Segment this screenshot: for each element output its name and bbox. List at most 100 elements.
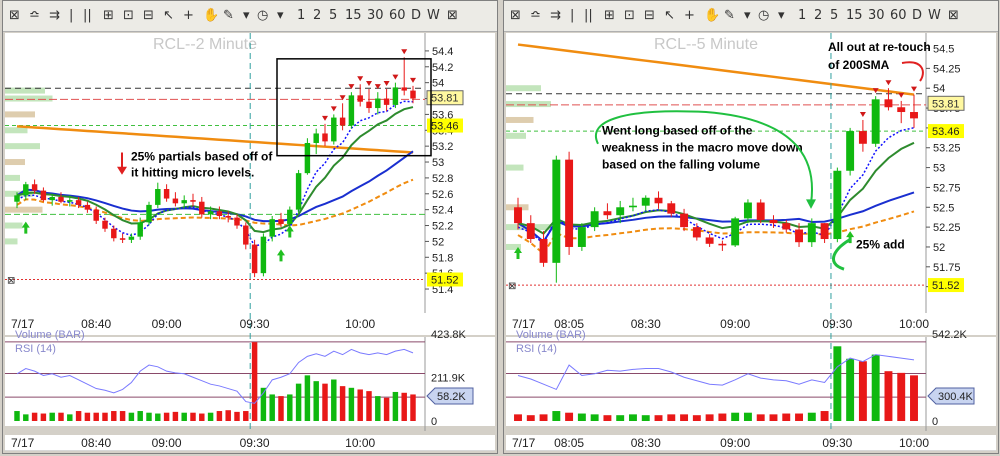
- draw-bars-icon[interactable]: ⇉: [550, 8, 561, 23]
- close-icon[interactable]: ⊠: [948, 8, 959, 23]
- ma-orange-dotted: [16, 178, 414, 227]
- zoom-in-icon[interactable]: ⊞: [103, 8, 114, 23]
- zoom-in-icon[interactable]: ⊞: [604, 8, 615, 23]
- candle-body: [375, 98, 381, 109]
- bar-style-icon[interactable]: ≏: [29, 8, 40, 23]
- chart-title: RCL--2 Minute: [153, 36, 257, 53]
- hand-icon[interactable]: ✋: [704, 8, 721, 23]
- volume-bar: [49, 412, 55, 421]
- crosshair-icon[interactable]: ⊠: [510, 8, 521, 23]
- period-5-button[interactable]: 5: [830, 8, 839, 23]
- period-30-button[interactable]: 30: [367, 8, 384, 23]
- candle-body: [756, 202, 765, 220]
- pencil-icon[interactable]: ✎: [724, 8, 735, 23]
- cursor-icon[interactable]: ↖: [163, 8, 174, 23]
- buy-arrow: [846, 231, 855, 244]
- plus-icon[interactable]: +: [183, 8, 194, 23]
- period-1-button[interactable]: 1: [798, 8, 807, 23]
- close-icon[interactable]: ⊠: [447, 8, 458, 23]
- volume-bar: [552, 411, 561, 421]
- panel-label: RSI (14): [15, 343, 56, 355]
- candle-body: [807, 223, 816, 243]
- y-tick-label: 53.6: [432, 109, 453, 121]
- period-60-button[interactable]: 60: [389, 8, 406, 23]
- volume-tick-label: 211.9K: [431, 373, 466, 385]
- zoom-fit-icon[interactable]: ⊡: [123, 8, 134, 23]
- plus-icon[interactable]: +: [684, 8, 695, 23]
- columns-icon[interactable]: ||: [83, 8, 92, 23]
- volume-bar: [243, 411, 249, 421]
- crosshair-icon[interactable]: ⊠: [9, 8, 20, 23]
- rsi-line: [16, 348, 414, 404]
- period-2-button[interactable]: 2: [313, 8, 322, 23]
- sell-marker: [401, 49, 408, 55]
- zoom-out-icon[interactable]: ⊟: [644, 8, 655, 23]
- volume-profile-bar: [5, 159, 25, 166]
- ma-dotted-line: [16, 100, 414, 247]
- hand-icon[interactable]: ✋: [203, 8, 220, 23]
- draw-bars-icon[interactable]: ⇉: [49, 8, 60, 23]
- period-15-button[interactable]: 15: [345, 8, 362, 23]
- candle-body: [119, 238, 126, 240]
- pencil-icon[interactable]: ✎: [223, 8, 234, 23]
- period-30-button[interactable]: 30: [868, 8, 885, 23]
- volume-bar: [667, 414, 676, 421]
- volume-profile-bar: [5, 174, 20, 181]
- volume-bar: [756, 414, 765, 421]
- annotation-text: All out at re-touch: [828, 40, 931, 54]
- chart-area[interactable]: RCL--2 Minute54.454.25453.853.653.453.25…: [4, 33, 496, 456]
- candle-body: [552, 159, 561, 263]
- cursor-icon[interactable]: ↖: [664, 8, 675, 23]
- bar-style-icon[interactable]: ≏: [530, 8, 541, 23]
- dropdown-icon[interactable]: ▾: [243, 8, 250, 23]
- candle-body: [539, 239, 548, 263]
- candle-body: [111, 228, 117, 239]
- price-chart[interactable]: RCL--2 Minute54.454.25453.853.653.453.25…: [4, 33, 496, 456]
- candle-body: [251, 244, 258, 274]
- price-panel: [506, 33, 996, 313]
- price-label: 51.52: [932, 280, 960, 292]
- dropdown-icon[interactable]: ▾: [744, 8, 751, 23]
- period-2-button[interactable]: 2: [814, 8, 823, 23]
- volume-bar: [731, 412, 740, 421]
- period-15-button[interactable]: 15: [846, 8, 863, 23]
- candle-body: [514, 207, 522, 224]
- period-60-button[interactable]: 60: [890, 8, 907, 23]
- clock-icon[interactable]: ◷: [257, 8, 269, 23]
- volume-bar: [401, 392, 407, 421]
- volume-bar: [539, 414, 548, 421]
- period-w-button[interactable]: W: [928, 8, 941, 23]
- columns-icon[interactable]: ||: [584, 8, 593, 23]
- period-w-button[interactable]: W: [427, 8, 440, 23]
- chart-window-2min: ⊠ ≏ ⇉ | || ⊞ ⊡ ⊟ ↖ + ✋ ✎ ▾ ◷ ▾ 1 2 5 15 30 60 D W ⊠ RCL--2 Minu…: [2, 0, 498, 456]
- volume-bar: [102, 412, 108, 421]
- candle-body: [718, 243, 727, 246]
- candle-body: [322, 133, 328, 142]
- y-tick-label: 51.8: [432, 252, 453, 264]
- sell-marker: [392, 74, 399, 80]
- period-5-button[interactable]: 5: [329, 8, 338, 23]
- period-d-button[interactable]: D: [411, 8, 422, 23]
- chart-area[interactable]: RCL--5 Minute54.554.255453.7553.553.2553…: [505, 33, 997, 456]
- clock-icon[interactable]: ◷: [758, 8, 770, 23]
- price-chart[interactable]: RCL--5 Minute54.554.255453.7553.553.2553…: [505, 33, 997, 456]
- annotation-text: of 200SMA: [828, 58, 890, 72]
- panel-label: Volume (BAR): [516, 329, 586, 341]
- x-tick-label: 09:30: [240, 317, 270, 331]
- volume-bar: [331, 379, 337, 421]
- volume-profile-bar: [5, 143, 40, 150]
- period-1-button[interactable]: 1: [297, 8, 306, 23]
- dropdown-icon[interactable]: ▾: [277, 8, 284, 23]
- dropdown-icon[interactable]: ▾: [778, 8, 785, 23]
- volume-bar: [782, 413, 791, 421]
- candle-body: [884, 99, 893, 108]
- toolbar: ⊠ ≏ ⇉ | || ⊞ ⊡ ⊟ ↖ + ✋ ✎ ▾ ◷ ▾ 1 2 5 15 30 60 D W ⊠: [504, 1, 998, 32]
- y-tick-label: 51.75: [933, 262, 961, 274]
- zoom-fit-icon[interactable]: ⊡: [624, 8, 635, 23]
- volume-bar: [190, 412, 196, 421]
- annotation-arrow-head: [117, 166, 127, 175]
- volume-bar: [565, 412, 574, 421]
- price-label-box: [426, 90, 464, 106]
- period-d-button[interactable]: D: [912, 8, 923, 23]
- zoom-out-icon[interactable]: ⊟: [143, 8, 154, 23]
